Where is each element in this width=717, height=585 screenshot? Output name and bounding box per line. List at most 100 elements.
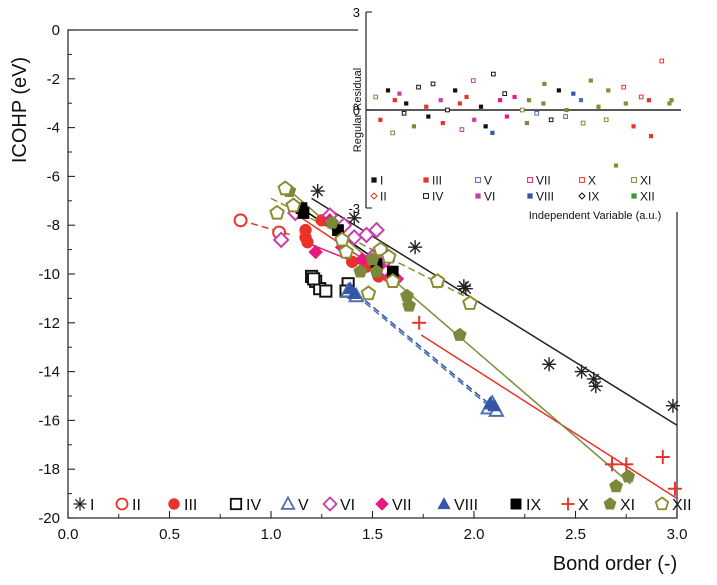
fit-line-VIII [347,285,495,409]
point-XII [269,204,285,220]
residual-point [659,58,665,64]
residual-point [519,107,525,113]
inset-legend-marker-V [475,177,481,183]
point-XII [338,243,354,259]
residual-point [504,114,509,119]
point-X [655,450,670,464]
residual-point [498,98,503,103]
residual-point [613,163,619,168]
point-XII [277,180,294,196]
inset-legend-marker-VI [475,193,481,199]
inset-legend-marker-VII [527,177,533,183]
inset-y-ticks: 3 0 -3 [348,5,372,216]
point-XI [400,288,414,302]
residual-point [404,101,409,106]
residual-point [541,101,546,106]
point-IV [307,272,321,286]
inset-legend-marker-X [579,177,585,183]
point-X [412,315,427,330]
point-XII [429,273,446,288]
legend-label-III: III [184,497,197,514]
y-tick-label: -10 [38,266,60,283]
residual-point [603,117,609,123]
legend-marker-I [73,497,87,511]
residual-point [623,101,628,106]
residual-point [564,107,569,113]
legend-label-IV: IV [246,497,261,514]
legend-marker-III [168,498,180,510]
inset-legend-label-II: II [380,190,387,204]
point-VII [308,244,324,260]
legend-label-XI: XI [620,497,635,514]
inset-y-tick-label: 0 [353,103,360,118]
point-XI [402,298,416,312]
residual-point [621,84,627,90]
residual-point [426,114,431,119]
point-XI [369,264,384,278]
residual-point [424,104,429,109]
residual-point [490,130,495,135]
residual-point [378,117,383,122]
inset-legend-label-XI: XI [640,174,651,188]
residual-point [563,114,568,119]
legend-marker-IX [510,498,522,510]
y-tick-label: 0 [52,22,60,39]
residual-point [512,94,517,100]
residual-point [648,134,654,139]
y-tick-label: -8 [47,217,60,234]
fit-line-V [347,288,495,412]
point-I [310,184,325,199]
x-tick-label: 3.0 [667,526,688,543]
point-VI [368,221,385,239]
residual-point [631,124,636,129]
residual-point [457,101,462,106]
inset-legend-marker-IX [578,192,586,200]
residual-point [667,101,672,106]
residual-point [464,94,469,100]
inset-legend-label-X: X [588,174,596,188]
residual-point [502,91,508,97]
point-XII [462,295,478,310]
legend-marker-II [115,497,129,511]
inset-legend-label-VII: VII [536,174,551,188]
y-tick-label: -20 [38,510,60,527]
legend-label-II: II [132,497,141,514]
residual-point [438,98,443,103]
legend-label-VIII: VIII [454,497,478,514]
inset-legend-label-V: V [484,174,492,188]
main-chart: 0.0 0.5 1.0 1.5 2.0 2.5 3.0 0 -2 -4 -6 -8 -10 -12 -14… [9,22,692,575]
fit-line-X [420,334,678,500]
point-XII [380,248,397,264]
inset-legend-label-VIII: VIII [536,190,554,204]
residual-point [606,88,611,93]
inset-legend-label-VI: VI [484,190,495,204]
residual-point [548,117,554,123]
legend-label-X: X [578,497,589,514]
residual-point [385,88,391,93]
residual-point [491,71,496,77]
legend-label-IX: IX [526,497,541,514]
inset-chart: 3 0 -3 Regular Residual Independent Variab… [348,5,681,222]
inset-markers [373,58,674,168]
point-III [301,236,314,249]
point-XII [372,241,389,257]
inset-legend-label-I: I [380,174,383,188]
point-II [233,213,248,228]
legend-marker-XII [654,496,670,511]
point-IV [319,284,333,298]
legend-marker-VI [322,496,338,512]
residual-point [373,94,379,100]
point-XI [452,327,467,341]
point-VI [272,231,290,249]
residual-point [483,124,488,129]
inset-y-axis-title: Regular Residual [352,68,364,152]
point-XI [621,469,636,483]
y-tick-label: -14 [38,364,60,381]
point-XII [285,197,302,213]
residual-point [416,84,421,90]
inset-legend-label-XII: XII [640,190,655,204]
residual-point [440,120,445,126]
inset-background [358,12,680,212]
x-tick-label: 2.5 [565,526,586,543]
